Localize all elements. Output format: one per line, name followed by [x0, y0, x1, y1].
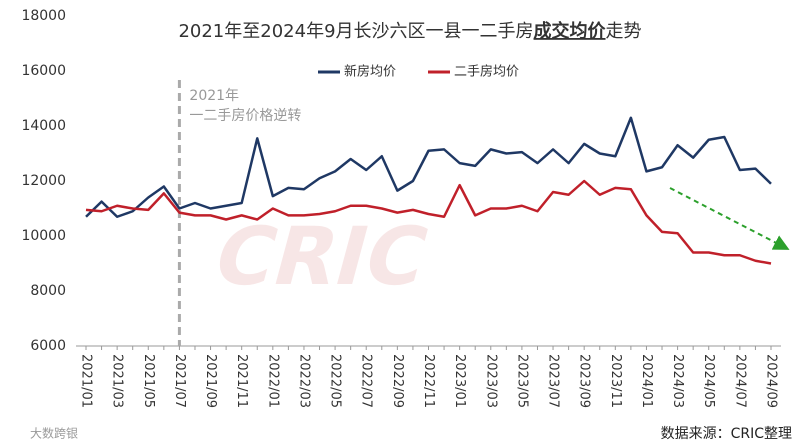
x-tick-label: 2021/07 — [172, 354, 187, 408]
chart-title: 2021年至2024年9月长沙六区一县一二手房成交均价走势 — [178, 20, 641, 42]
annotation-text: 一二手房价格逆转 — [189, 108, 301, 124]
x-tick-label: 2022/11 — [421, 354, 436, 408]
x-tick-label: 2023/01 — [452, 354, 467, 408]
y-tick-label: 16000 — [21, 63, 66, 79]
y-tick-label: 10000 — [21, 228, 66, 244]
legend-label: 二手房均价 — [454, 64, 519, 80]
x-tick-label: 2021/09 — [203, 354, 218, 408]
x-tick-label: 2023/11 — [608, 354, 623, 408]
x-tick-label: 2022/05 — [328, 354, 343, 408]
watermark: CRIC — [204, 210, 438, 303]
y-tick-label: 6000 — [30, 338, 66, 354]
x-tick-label: 2021/01 — [79, 354, 94, 408]
title-part: 2021年至2024年9月长沙六区一县一二手房 — [178, 21, 533, 42]
series-line — [85, 179, 772, 265]
title-part: 走势 — [606, 21, 642, 42]
series-line — [85, 116, 772, 218]
legend-label: 新房均价 — [344, 64, 396, 80]
y-tick-label: 18000 — [21, 8, 66, 24]
x-tick-label: 2024/03 — [670, 354, 685, 408]
x-tick-label: 2023/07 — [546, 354, 561, 408]
y-tick-label: 12000 — [21, 173, 66, 189]
x-tick-label: 2021/05 — [141, 354, 156, 408]
logo: 大数跨银 — [30, 426, 78, 441]
y-tick-label: 14000 — [21, 118, 66, 134]
x-tick-label: 2022/09 — [390, 354, 405, 408]
x-tick-label: 2023/05 — [514, 354, 529, 408]
x-tick-label: 2024/01 — [639, 354, 654, 408]
x-tick-label: 2024/09 — [764, 354, 779, 408]
annotation-text: 2021年 — [189, 88, 239, 104]
x-tick-label: 2021/03 — [110, 354, 125, 408]
x-tick-label: 2021/11 — [234, 354, 249, 408]
y-tick-label: 8000 — [30, 283, 66, 299]
source: 数据来源：CRIC整理 — [661, 426, 792, 442]
title-emphasis: 成交均价 — [534, 20, 607, 42]
x-tick-label: 2024/05 — [701, 354, 716, 408]
x-tick-label: 2022/07 — [359, 354, 374, 408]
x-tick-label: 2023/09 — [577, 354, 592, 408]
trend-arrow — [669, 187, 790, 250]
x-tick-label: 2022/03 — [296, 354, 311, 408]
x-tick-label: 2022/01 — [265, 354, 280, 408]
x-tick-label: 2023/03 — [483, 354, 498, 408]
x-tick-label: 2024/07 — [732, 354, 747, 408]
